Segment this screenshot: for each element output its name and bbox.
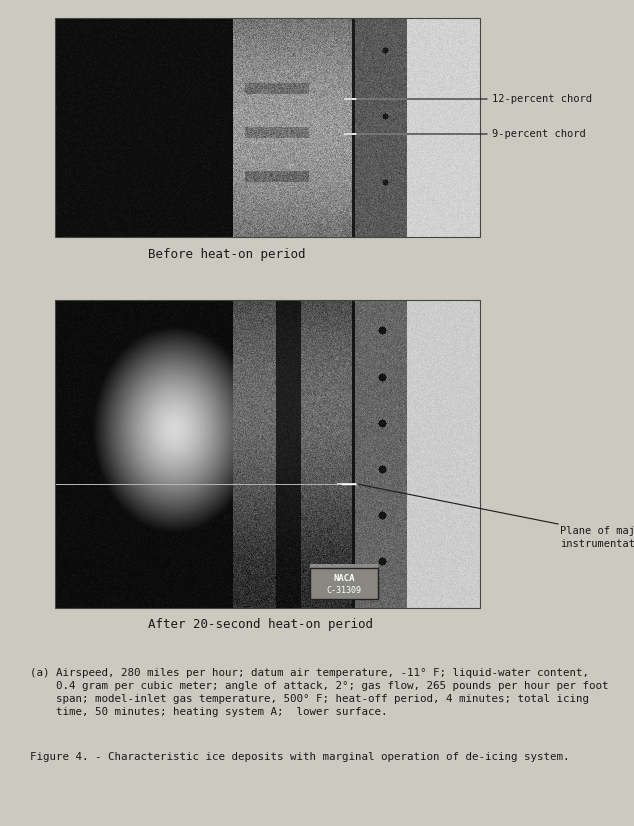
- Text: Plane of major
instrumentation: Plane of major instrumentation: [560, 526, 634, 549]
- Text: Before heat-on period: Before heat-on period: [148, 248, 306, 261]
- Text: 0.4 gram per cubic meter; angle of attack, 2°; gas flow, 265 pounds per hour per: 0.4 gram per cubic meter; angle of attac…: [30, 681, 609, 691]
- Text: 9-percent chord: 9-percent chord: [492, 129, 586, 139]
- Bar: [55, 300, 480, 608]
- Text: (a) Airspeed, 280 miles per hour; datum air temperature, -11° F; liquid-water co: (a) Airspeed, 280 miles per hour; datum …: [30, 668, 589, 678]
- Text: C-31309: C-31309: [327, 586, 361, 595]
- Text: span; model-inlet gas temperature, 500° F; heat-off period, 4 minutes; total ici: span; model-inlet gas temperature, 500° …: [30, 694, 589, 704]
- Text: time, 50 minutes; heating system A;  lower surface.: time, 50 minutes; heating system A; lowe…: [30, 707, 387, 717]
- Bar: [55, 18, 480, 237]
- FancyBboxPatch shape: [310, 568, 378, 599]
- Text: After 20-second heat-on period: After 20-second heat-on period: [148, 618, 373, 631]
- Text: NACA: NACA: [333, 574, 355, 583]
- Text: Figure 4. - Characteristic ice deposits with marginal operation of de-icing syst: Figure 4. - Characteristic ice deposits …: [30, 752, 569, 762]
- Text: 12-percent chord: 12-percent chord: [492, 94, 592, 104]
